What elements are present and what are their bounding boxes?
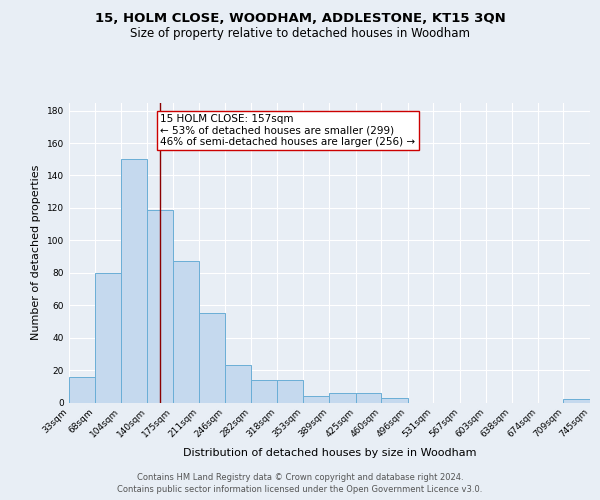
- X-axis label: Distribution of detached houses by size in Woodham: Distribution of detached houses by size …: [182, 448, 476, 458]
- Bar: [303, 396, 329, 402]
- Text: Contains HM Land Registry data © Crown copyright and database right 2024.: Contains HM Land Registry data © Crown c…: [137, 472, 463, 482]
- Bar: [121, 160, 147, 402]
- Text: 15 HOLM CLOSE: 157sqm
← 53% of detached houses are smaller (299)
46% of semi-det: 15 HOLM CLOSE: 157sqm ← 53% of detached …: [160, 114, 416, 147]
- Bar: [251, 380, 277, 402]
- Text: 15, HOLM CLOSE, WOODHAM, ADDLESTONE, KT15 3QN: 15, HOLM CLOSE, WOODHAM, ADDLESTONE, KT1…: [95, 12, 505, 26]
- Bar: [95, 273, 121, 402]
- Bar: [277, 380, 303, 402]
- Bar: [225, 365, 251, 403]
- Bar: [147, 210, 173, 402]
- Y-axis label: Number of detached properties: Number of detached properties: [31, 165, 41, 340]
- Text: Size of property relative to detached houses in Woodham: Size of property relative to detached ho…: [130, 28, 470, 40]
- Bar: [173, 262, 199, 402]
- Bar: [329, 393, 356, 402]
- Bar: [69, 376, 95, 402]
- Bar: [356, 393, 382, 402]
- Bar: [563, 400, 590, 402]
- Bar: [199, 314, 225, 402]
- Text: Contains public sector information licensed under the Open Government Licence v3: Contains public sector information licen…: [118, 485, 482, 494]
- Bar: [382, 398, 407, 402]
